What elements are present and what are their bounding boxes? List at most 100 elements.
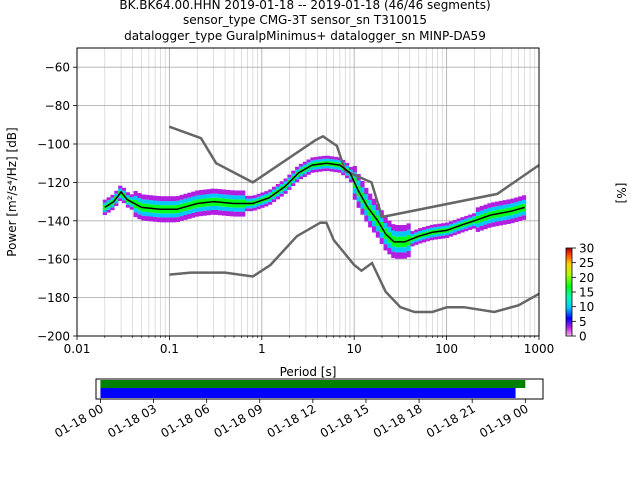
heatmap-cell: [356, 180, 361, 186]
heatmap-cell: [145, 216, 150, 221]
heatmap-cell: [152, 212, 157, 217]
heatmap-cell: [198, 203, 204, 208]
heatmap-cell: [395, 231, 400, 237]
heatmap-cell: [391, 230, 396, 236]
heatmap-cell: [114, 190, 119, 194]
heatmap-cell: [145, 203, 150, 208]
heatmap-cell: [437, 233, 442, 237]
heatmap-cell: [325, 165, 330, 169]
heatmap-cell: [287, 174, 292, 178]
heatmap-cell: [206, 202, 211, 207]
heatmap-cell: [145, 207, 150, 212]
heatmap-cell: [110, 204, 115, 208]
heatmap-cell: [337, 160, 342, 163]
heatmap-cell: [410, 233, 415, 237]
heatmap-cell: [218, 198, 223, 203]
heatmap-cell: [183, 206, 188, 211]
heatmap-cell: [406, 240, 411, 246]
heatmap-cell: [133, 195, 138, 200]
heatmap-cell: [125, 192, 130, 196]
timeline-ticks: 01-18 00 01-18 03 01-18 06 01-18 09 01-18 12…: [52, 399, 531, 441]
heatmap-cell: [187, 209, 192, 214]
heatmap-cell: [448, 221, 454, 225]
heatmap-cell: [252, 207, 257, 211]
heatmap-cell: [279, 186, 284, 189]
x-tick-label: 0.01: [64, 342, 91, 356]
heatmap-cell: [233, 199, 238, 204]
heatmap-cell: [391, 224, 396, 231]
heatmap-cell: [452, 219, 457, 223]
y-tick-label: −160: [37, 253, 70, 267]
heatmap-cell: [164, 205, 169, 210]
heatmap-cell: [114, 200, 119, 204]
heatmap-cell: [148, 204, 154, 209]
heatmap-cell: [175, 200, 180, 205]
heatmap-cell: [495, 213, 500, 218]
heatmap-cell: [175, 213, 180, 218]
heatmap-cell: [233, 203, 238, 208]
colorbar-label: [%]: [614, 183, 628, 204]
heatmap-cell: [314, 164, 319, 167]
heatmap-cell: [433, 231, 438, 235]
heatmap-cell: [279, 191, 284, 194]
heatmap-cell: [452, 222, 457, 226]
heatmap-cell: [418, 231, 423, 234]
heatmap-cell: [221, 189, 227, 195]
colorbar-tick-label: 25: [579, 256, 594, 270]
heatmap-cell: [425, 233, 430, 237]
heatmap-cell: [475, 211, 480, 216]
heatmap-cell: [275, 189, 280, 192]
heatmap-cell: [148, 208, 154, 213]
heatmap-cell: [318, 161, 323, 165]
heatmap-cell: [518, 204, 523, 209]
heatmap-cell: [495, 210, 500, 214]
heatmap-cell: [198, 199, 204, 204]
heatmap-cell: [195, 211, 200, 217]
heatmap-cell: [371, 226, 377, 233]
heatmap-cell: [160, 213, 165, 218]
heatmap-cell: [210, 193, 215, 198]
heatmap-cell: [464, 215, 469, 219]
title-line-1: BK.BK64.00.HHN 2019-01-18 -- 2019-01-18 …: [119, 0, 490, 12]
x-tick-label: 0.1: [160, 342, 179, 356]
heatmap-cell: [191, 200, 196, 205]
heatmap-cell: [310, 162, 315, 166]
heatmap-cell: [521, 203, 527, 208]
heatmap-cell: [175, 208, 180, 214]
heatmap-cell: [333, 156, 338, 160]
heatmap-cell: [487, 223, 492, 228]
y-tick-label: −80: [45, 99, 70, 113]
heatmap-cell: [471, 220, 477, 224]
heatmap-cell: [248, 195, 254, 199]
heatmap-cell: [114, 203, 119, 207]
heatmap-cell: [406, 223, 411, 230]
heatmap-cell: [452, 225, 457, 228]
heatmap-cell: [483, 220, 488, 225]
heatmap-cell: [302, 166, 307, 170]
heatmap-cell: [148, 200, 154, 205]
heatmap-cell: [268, 194, 273, 198]
heatmap-cell: [248, 198, 254, 202]
heatmap-cell: [318, 166, 323, 169]
heatmap-cell: [152, 204, 157, 209]
heatmap-cell: [495, 221, 500, 227]
heatmap-cell: [233, 207, 238, 212]
heatmap-cell: [364, 187, 369, 195]
heatmap-cell: [187, 205, 192, 210]
heatmap-cell: [202, 189, 207, 195]
heatmap-cell: [375, 226, 380, 232]
heatmap-cell: [314, 169, 319, 173]
heatmap-cell: [491, 222, 496, 227]
heatmap-cell: [106, 197, 111, 201]
y-tick-label: −200: [37, 330, 70, 344]
heatmap-cell: [495, 206, 500, 211]
heatmap-cell: [518, 212, 523, 217]
heatmap-cell: [514, 217, 519, 223]
heatmap-cell: [260, 202, 265, 205]
heatmap-cell: [121, 193, 127, 196]
heatmap-cell: [129, 199, 134, 202]
heatmap-cell: [275, 191, 280, 195]
heatmap-cell: [256, 201, 261, 204]
heatmap-cell: [179, 216, 184, 221]
heatmap-cell: [406, 229, 411, 236]
